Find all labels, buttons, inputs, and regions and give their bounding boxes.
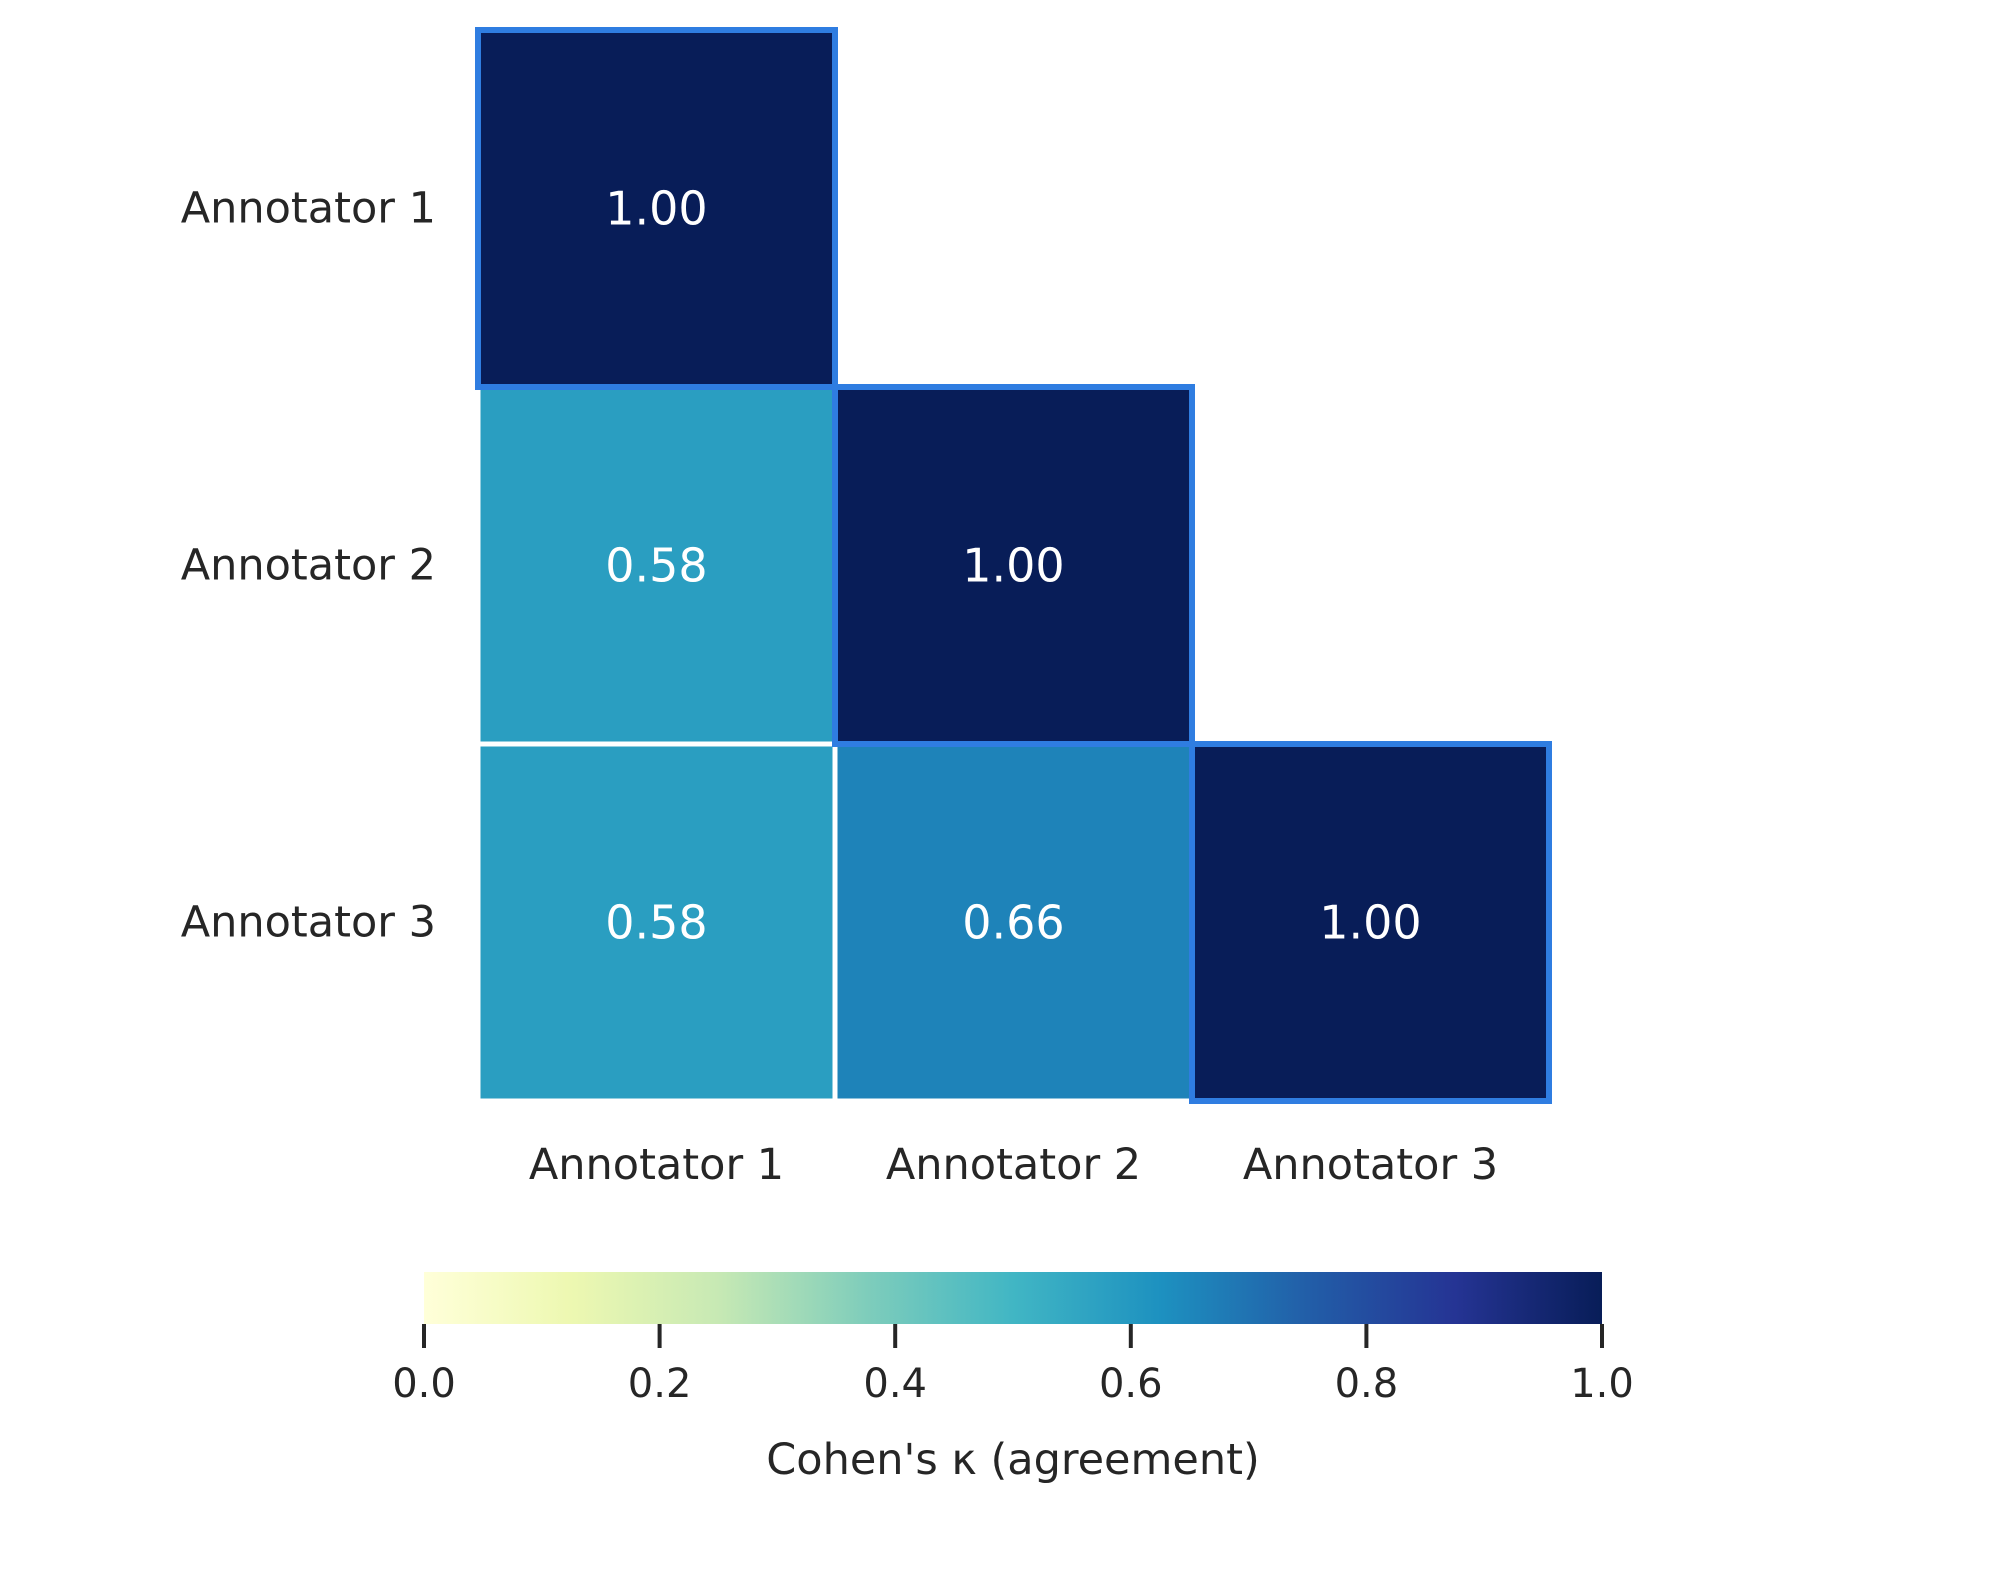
colorbar-tick-label-3: 0.4: [863, 1361, 927, 1407]
colorbar-tick-label-4: 0.6: [1099, 1361, 1163, 1407]
colorbar-tick-label-2: 0.2: [628, 1361, 692, 1407]
column-label-2: Annotator 2: [886, 1140, 1141, 1190]
heatmap-cells: [475, 27, 1552, 1104]
colorbar-tick-label-5: 0.8: [1335, 1361, 1399, 1407]
row-label-2: Annotator 2: [181, 541, 436, 591]
cell-value-label-r3-c3: 1.00: [1319, 896, 1421, 950]
cell-value-label-r3-c2: 0.66: [962, 896, 1064, 950]
diagonal-highlight-2: [832, 384, 1195, 747]
diagonal-highlight-1: [475, 27, 838, 390]
heatmap-cell-r2-c1: [475, 384, 838, 747]
colorbar-gradient: [424, 1272, 1602, 1324]
heatmap-cell-r1-c1: [475, 27, 838, 390]
column-tick-labels: Annotator 1 Annotator 2 Annotator 3: [529, 1140, 1498, 1190]
row-tick-labels: Annotator 1 Annotator 2 Annotator 3: [181, 184, 436, 948]
row-label-1: Annotator 1: [181, 184, 436, 234]
cell-value-label-r3-c1: 0.58: [605, 896, 707, 950]
heatmap-cell-r3-c1: [475, 741, 838, 1104]
cell-value-label-r2-c1: 0.58: [605, 539, 707, 593]
row-label-3: Annotator 3: [181, 898, 436, 948]
colorbar-label: Cohen's κ (agreement): [766, 1435, 1260, 1485]
colorbar-tick-label-6: 1.0: [1570, 1361, 1634, 1407]
heatmap-cell-r3-c3: [1189, 741, 1552, 1104]
diagonal-highlight-3: [1189, 741, 1552, 1104]
heatmap-cell-r3-c2: [832, 741, 1195, 1104]
colorbar-ticks: 0.0 0.2 0.4 0.6 0.8 1.0: [392, 1324, 1634, 1407]
cell-value-label-r1-c1: 1.00: [605, 182, 707, 236]
column-label-1: Annotator 1: [529, 1140, 784, 1190]
colorbar-tick-label-1: 0.0: [392, 1361, 456, 1407]
cell-value-label-r2-c2: 1.00: [962, 539, 1064, 593]
column-label-3: Annotator 3: [1243, 1140, 1498, 1190]
diagonal-highlights: [475, 27, 1552, 1104]
cell-value-labels: 1.00 0.58 1.00 0.58 0.66 1.00: [605, 182, 1421, 950]
colorbar: 0.0 0.2 0.4 0.6 0.8 1.0 Cohen's κ (agreement): [392, 1272, 1634, 1485]
